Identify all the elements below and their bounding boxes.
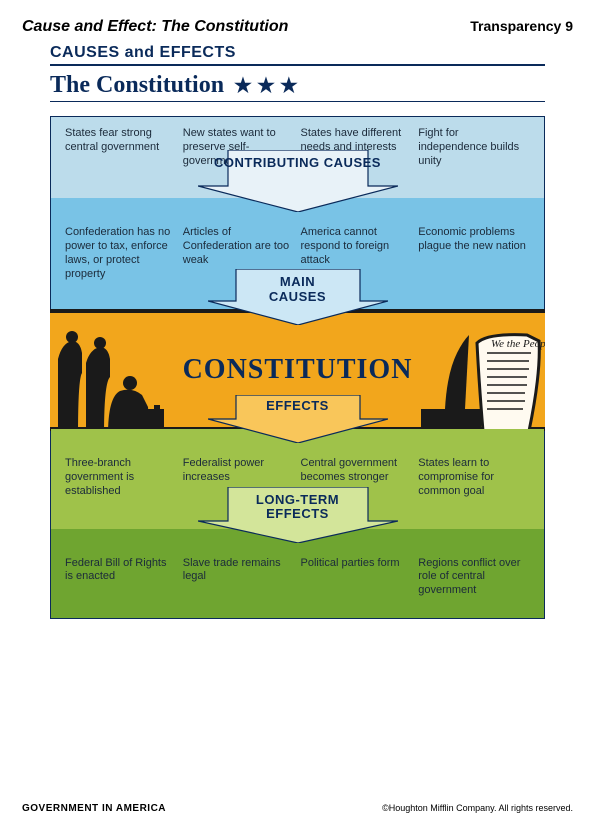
page-footer: GOVERNMENT IN AMERICA ©Houghton Mifflin … xyxy=(22,803,573,814)
page-title: Cause and Effect: The Constitution xyxy=(22,18,288,36)
arrow-label-text: CONTRIBUTING CAUSES xyxy=(198,156,398,170)
section-header: CAUSES and EFFECTS The Constitution ★ ★ … xyxy=(50,44,545,102)
item: Three-branch government is established xyxy=(65,457,177,498)
diagram-container: States fear strong central government Ne… xyxy=(50,116,545,619)
star-icons: ★ ★ ★ xyxy=(234,73,298,98)
page-header: Cause and Effect: The Constitution Trans… xyxy=(22,18,573,36)
item: Confederation has no power to tax, enfor… xyxy=(65,226,177,281)
band-constitution: CONSTITUTION We the People xyxy=(50,309,545,431)
item: States fear strong central government xyxy=(65,127,177,168)
footer-right: ©Houghton Mifflin Company. All rights re… xyxy=(382,803,573,814)
arrow-label-text: EFFECTS xyxy=(208,399,388,413)
item: Fight for independence builds unity xyxy=(418,127,530,168)
arrow-longterm: LONG-TERM EFFECTS xyxy=(198,487,398,543)
divider xyxy=(50,101,545,102)
longterm-items: Federal Bill of Rights is enacted Slave … xyxy=(65,557,530,598)
arrow-label-text: MAIN CAUSES xyxy=(208,275,388,304)
footer-left: GOVERNMENT IN AMERICA xyxy=(22,803,166,814)
document-quill-icon: We the People xyxy=(417,313,545,435)
item: Slave trade remains legal xyxy=(183,557,295,598)
svg-text:We the People: We the People xyxy=(491,338,545,350)
main-title: The Constitution xyxy=(50,72,224,99)
divider xyxy=(50,64,545,66)
band-main-causes: Confederation has no power to tax, enfor… xyxy=(51,198,544,311)
main-title-row: The Constitution ★ ★ ★ xyxy=(50,72,545,99)
item: Economic problems plague the new nation xyxy=(418,226,530,281)
transparency-number: Transparency 9 xyxy=(470,18,573,34)
band-contributing-causes: States fear strong central government Ne… xyxy=(51,117,544,198)
item: Political parties form xyxy=(301,557,413,598)
item: States learn to compromise for common go… xyxy=(418,457,530,498)
arrow-main-causes: MAIN CAUSES xyxy=(208,269,388,325)
item: Federal Bill of Rights is enacted xyxy=(65,557,177,598)
founders-silhouette-icon xyxy=(50,313,178,435)
constitution-label: CONSTITUTION xyxy=(183,354,413,386)
arrow-effects: EFFECTS xyxy=(208,395,388,443)
item: Regions conflict over role of central go… xyxy=(418,557,530,598)
arrow-label-text: LONG-TERM EFFECTS xyxy=(198,493,398,522)
band-effects: Three-branch government is established F… xyxy=(51,429,544,528)
section-label: CAUSES and EFFECTS xyxy=(50,44,545,62)
arrow-contributing: CONTRIBUTING CAUSES xyxy=(198,150,398,212)
